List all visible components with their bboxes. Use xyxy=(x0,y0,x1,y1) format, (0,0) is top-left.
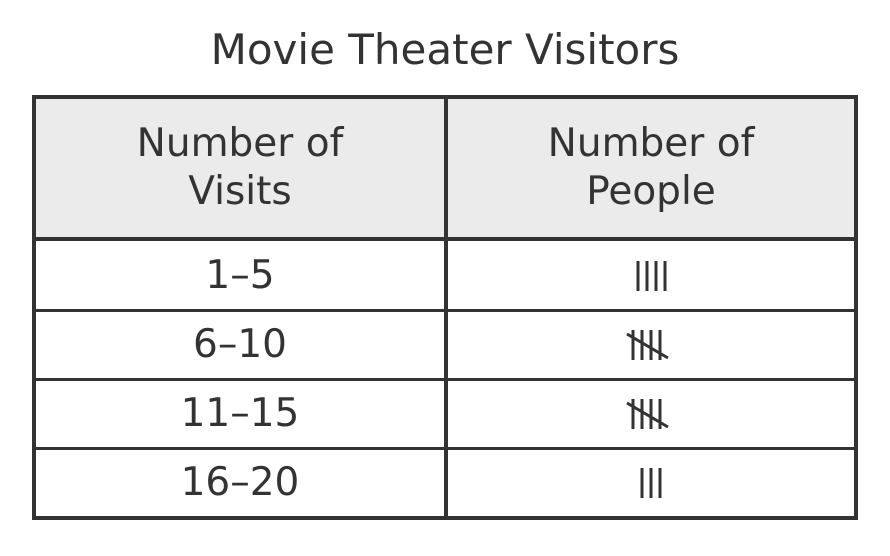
column-divider xyxy=(444,99,448,516)
tally-marks-icon xyxy=(448,448,854,517)
header-people-line-1: Number of xyxy=(547,121,755,166)
table-row: 6–10 xyxy=(36,310,854,379)
tally-svg xyxy=(626,398,669,429)
header-visits-line-2: Visits xyxy=(188,169,292,214)
header-visits-line-1: Number of xyxy=(136,121,344,166)
header-people-line-2: People xyxy=(586,169,716,214)
visits-cell: 6–10 xyxy=(193,322,287,367)
frequency-table: Number of Visits Number of People 1–5 6–… xyxy=(32,95,858,520)
visits-cell: 1–5 xyxy=(205,253,275,298)
tally-marks-icon xyxy=(448,379,854,448)
header-number-of-visits: Number of Visits xyxy=(36,99,444,237)
visits-cell: 11–15 xyxy=(180,391,300,436)
table-row: 16–20 xyxy=(36,448,854,517)
tally-cross-mark xyxy=(626,332,669,359)
table-row: 1–5 xyxy=(36,241,854,310)
tally-marks-icon xyxy=(448,310,854,379)
tally-svg xyxy=(640,467,662,498)
tally-svg xyxy=(626,329,669,360)
visits-cell: 16–20 xyxy=(180,460,300,505)
table-grid: Number of Visits Number of People 1–5 6–… xyxy=(36,99,854,516)
tally-cross-mark xyxy=(626,401,669,428)
header-number-of-people: Number of People xyxy=(448,99,854,237)
tally-marks-icon xyxy=(448,241,854,310)
table-title: Movie Theater Visitors xyxy=(210,25,680,74)
table-row: 11–15 xyxy=(36,379,854,448)
tally-svg xyxy=(636,260,666,291)
